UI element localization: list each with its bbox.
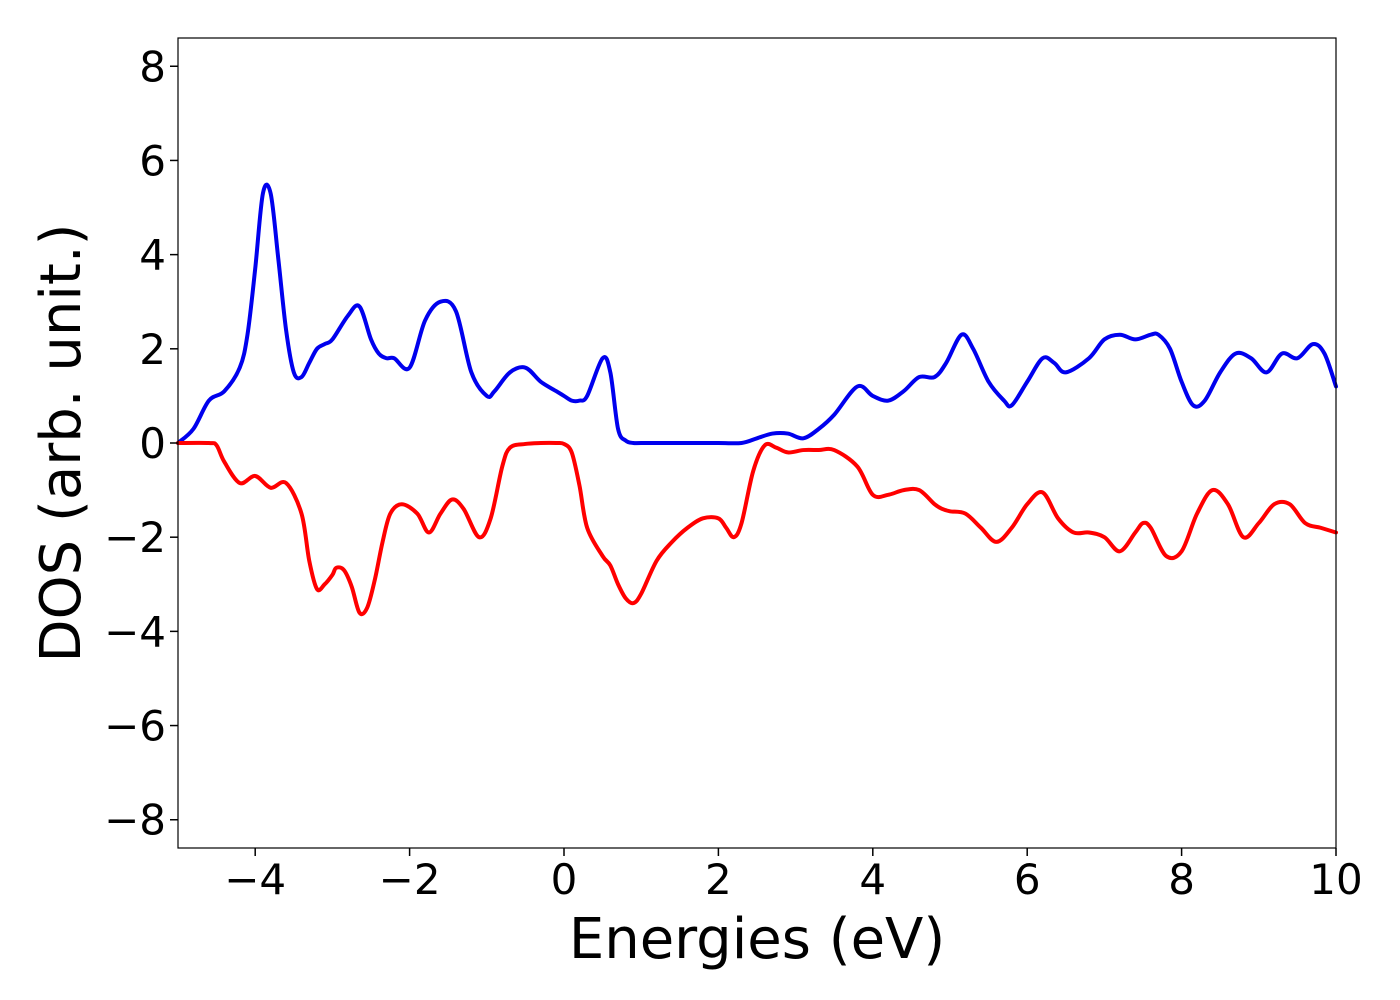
x-axis-ticks: −4 −2 0 2 4 6 8 10 bbox=[224, 848, 1363, 904]
x-tick-label: 2 bbox=[705, 855, 732, 904]
x-tick-label: −2 bbox=[379, 855, 441, 904]
y-tick-label: −6 bbox=[104, 702, 166, 751]
y-tick-label: −2 bbox=[104, 513, 166, 562]
y-axis-ticks: 8 6 4 2 0 −2 −4 −6 −8 bbox=[104, 42, 178, 845]
y-tick-label: 0 bbox=[139, 419, 166, 468]
x-tick-label: 10 bbox=[1309, 855, 1362, 904]
y-tick-label: 4 bbox=[139, 231, 166, 280]
x-tick-label: 8 bbox=[1168, 855, 1195, 904]
series-line-2 bbox=[176, 440, 1338, 617]
y-tick-label: 6 bbox=[139, 136, 166, 185]
y-tick-label: 2 bbox=[139, 325, 166, 374]
x-axis-title: Energies (eV) bbox=[569, 907, 945, 972]
y-tick-label: −8 bbox=[104, 796, 166, 845]
plot-frame bbox=[177, 37, 1337, 849]
y-tick-label: −4 bbox=[104, 607, 166, 656]
x-tick-label: 6 bbox=[1014, 855, 1041, 904]
y-tick-label: 8 bbox=[139, 42, 166, 91]
y-axis-title: DOS (arb. unit.) bbox=[29, 223, 94, 662]
series-line-1 bbox=[176, 182, 1338, 446]
series-layer bbox=[176, 182, 1338, 617]
x-tick-label: 0 bbox=[551, 855, 578, 904]
x-tick-label: −4 bbox=[224, 855, 286, 904]
x-tick-label: 4 bbox=[859, 855, 886, 904]
